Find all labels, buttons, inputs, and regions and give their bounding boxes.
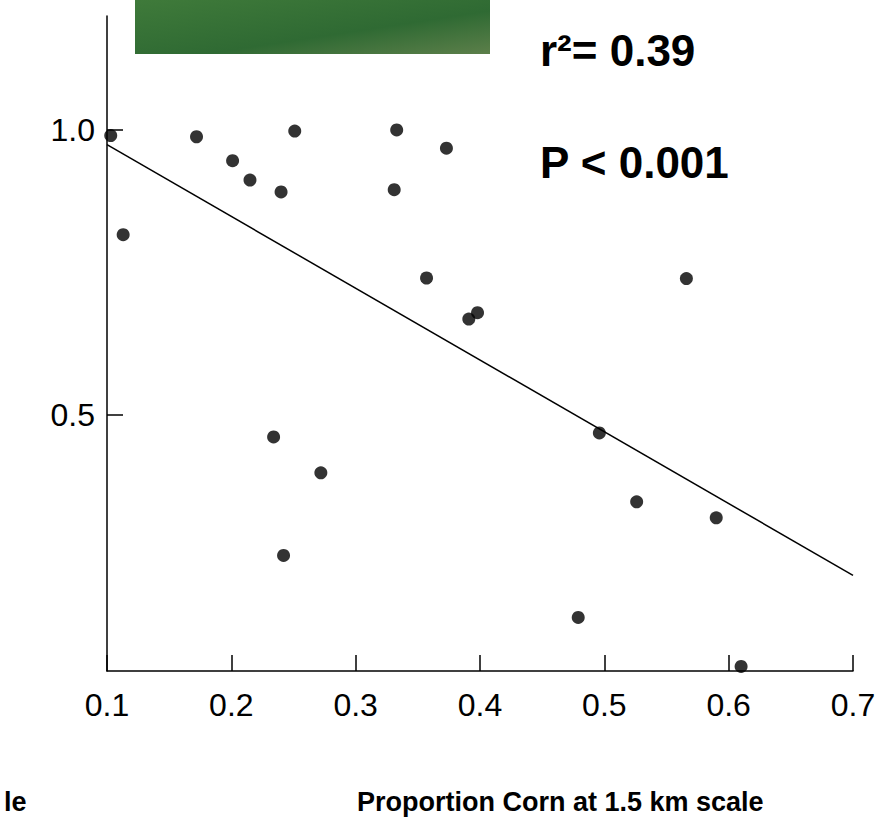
svg-text:0.3: 0.3: [333, 687, 377, 723]
svg-text:0.4: 0.4: [458, 687, 502, 723]
svg-text:Proportion Corn at 1.5 km scal: Proportion Corn at 1.5 km scale: [357, 787, 764, 817]
svg-text:P < 0.001: P < 0.001: [540, 138, 729, 187]
svg-text:0.6: 0.6: [706, 687, 750, 723]
svg-text:0.1: 0.1: [85, 687, 129, 723]
svg-text:0.2: 0.2: [209, 687, 253, 723]
svg-text:le: le: [4, 787, 27, 817]
svg-text:r²= 0.39: r²= 0.39: [540, 26, 695, 75]
svg-text:1.0: 1.0: [51, 112, 95, 148]
svg-text:0.5: 0.5: [582, 687, 626, 723]
svg-text:0.7: 0.7: [831, 687, 875, 723]
svg-text:0.5: 0.5: [51, 397, 95, 433]
